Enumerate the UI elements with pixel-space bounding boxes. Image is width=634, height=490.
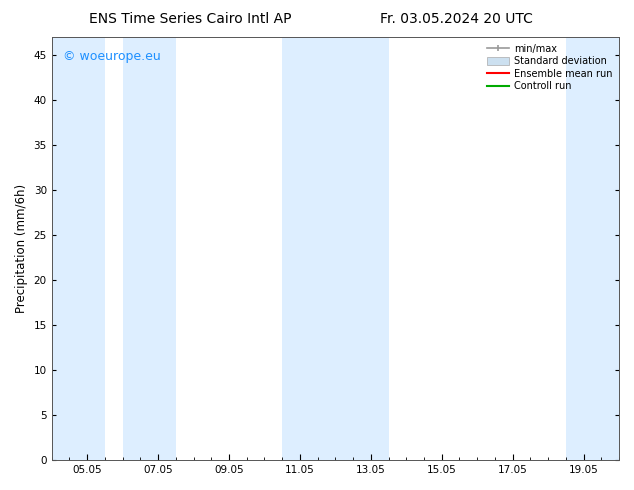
Text: © woeurope.eu: © woeurope.eu	[63, 50, 161, 63]
Legend: min/max, Standard deviation, Ensemble mean run, Controll run: min/max, Standard deviation, Ensemble me…	[486, 42, 614, 93]
Text: ENS Time Series Cairo Intl AP: ENS Time Series Cairo Intl AP	[89, 12, 292, 26]
Bar	[122, 37, 176, 460]
Bar	[51, 37, 105, 460]
Bar	[282, 37, 389, 460]
Y-axis label: Precipitation (mm/6h): Precipitation (mm/6h)	[15, 184, 28, 313]
Text: Fr. 03.05.2024 20 UTC: Fr. 03.05.2024 20 UTC	[380, 12, 533, 26]
Bar	[566, 37, 619, 460]
